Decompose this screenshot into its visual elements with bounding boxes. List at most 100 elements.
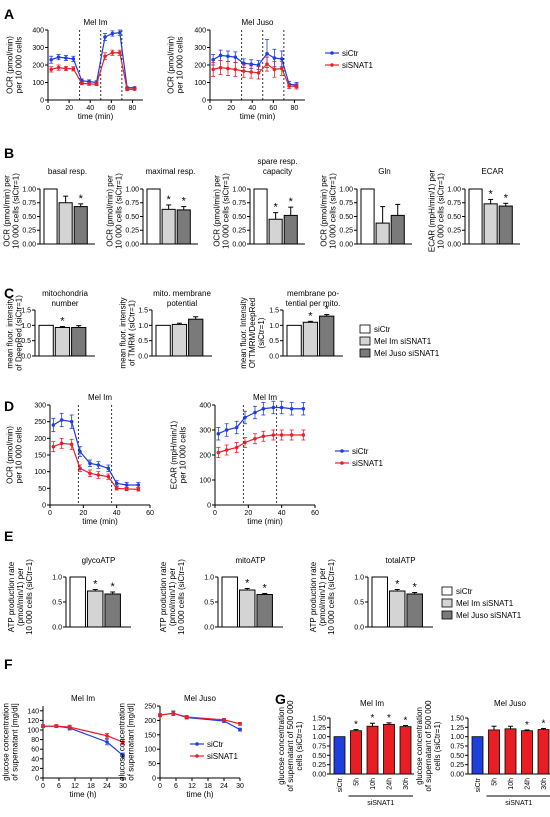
bar [483, 203, 498, 245]
x-axis-label: time (min) [82, 517, 118, 526]
panel-label-g: G [275, 691, 286, 707]
data-point [279, 433, 284, 437]
legend: siCtr siSNAT1 [325, 49, 374, 70]
x-tick-label: 0 [208, 105, 212, 112]
bar [104, 593, 121, 628]
bar [399, 726, 412, 775]
significance-star: * [371, 713, 375, 724]
bar [268, 218, 283, 245]
data-point [249, 62, 253, 66]
legend-swatch [441, 598, 453, 608]
significance-star: * [542, 718, 546, 729]
legend-label: Mel Im siSNAT1 [374, 337, 432, 346]
significance-star: * [489, 188, 494, 200]
y-tick-label: 0.50 [450, 753, 464, 760]
chart-b1: 0.00 0.25 0.50 0.75 1.00 * basal resp. [22, 167, 95, 248]
series-sisnat1 [211, 56, 299, 90]
x-tick-label: 60 [311, 510, 319, 517]
y-axis-label: 10 000 cells (siCtr=1) [328, 173, 337, 249]
legend-label: siCtr [342, 49, 359, 58]
bar [383, 723, 395, 775]
x-tick-label: 20 [65, 105, 73, 112]
data-point [222, 718, 226, 722]
legend-marker [340, 461, 344, 465]
data-point [171, 711, 176, 715]
y-tick-label: 140 [27, 708, 39, 715]
chart-title: Mel Im [360, 699, 384, 708]
y-tick-label: 300 [194, 45, 206, 52]
y-tick-label: 200 [32, 62, 44, 69]
y-tick-label: 400 [32, 27, 44, 34]
bar [238, 589, 256, 628]
bar [253, 188, 268, 245]
y-axis-label: of supernatant of 500 000 [424, 700, 433, 792]
y-tick-label: 300 [34, 402, 46, 409]
data-point [211, 67, 215, 72]
data-point [87, 82, 91, 86]
x-axis-label: time (min) [78, 112, 114, 121]
panel-label-f: F [4, 656, 13, 672]
x-tick-label: 20 [227, 105, 235, 112]
panel-label-d: D [4, 398, 14, 414]
bar [537, 729, 550, 775]
data-point [271, 433, 276, 437]
bar [221, 576, 238, 628]
x-tick-label: 12 [188, 783, 196, 790]
y-tick-label: 0.75 [450, 744, 464, 751]
data-point [117, 30, 122, 35]
data-point [59, 418, 64, 422]
significance-star: * [387, 713, 391, 724]
legend: siCtr siSNAT1 [335, 447, 384, 468]
bar [350, 730, 362, 775]
data-point [226, 54, 230, 59]
y-tick-label: 250 [34, 419, 46, 426]
y-tick-label: 0 [35, 775, 39, 782]
data-point [279, 57, 284, 61]
category-label: 30h [541, 778, 548, 790]
series-sictr [41, 724, 125, 759]
legend-label: siSNAT1 [342, 61, 374, 70]
legend-marker [195, 742, 199, 746]
data-point [103, 35, 107, 39]
x-tick-label: 18 [87, 783, 95, 790]
x-tick-label: 24 [103, 783, 111, 790]
y-tick-label: 1.00 [232, 186, 246, 193]
series-line [218, 434, 304, 454]
series-line [43, 725, 124, 743]
y-tick-label: 60 [31, 747, 39, 754]
x-tick-label: 20 [244, 510, 252, 517]
y-tick-label: 0.00 [125, 241, 139, 248]
legend-label: Mel Juso siSNAT1 [456, 611, 522, 620]
y-axis-label: of supernatant [mg/dl] [10, 703, 19, 780]
significance-star: * [93, 579, 98, 591]
y-tick-label: 100 [27, 727, 39, 734]
y-axis-label: ATP production rate [7, 561, 16, 632]
bar [171, 323, 188, 357]
chart-a1: 0 100 200 300 400 0 20 40 60 80 time (min) Mel Im [32, 18, 143, 121]
bar [371, 576, 388, 628]
y-tick-label: 1.50 [450, 716, 464, 723]
data-point [71, 67, 76, 71]
significance-star: * [413, 582, 418, 594]
y-axis-label: 10 000 cells (siCtr=1) [177, 559, 186, 635]
significance-star: * [395, 579, 400, 591]
x-tick-label: 80 [291, 105, 299, 112]
chart-e2: 0.0 0.5 1.0 * * mitoATP [204, 556, 283, 631]
category-label: 24h [525, 778, 532, 790]
data-point [226, 66, 230, 71]
series-sictr [51, 412, 141, 489]
significance-star: * [354, 720, 358, 731]
x-axis-label: time (min) [240, 112, 276, 121]
legend: siCtr Mel Im siSNAT1 Mel Juso siSNAT1 [441, 586, 522, 620]
data-point [233, 55, 238, 59]
chart-g1: 0.00 0.25 0.50 0.75 1.00 1.25 1.50 siCtr * 5h * 10h… [312, 699, 414, 807]
data-point [272, 67, 277, 72]
y-axis-label: per 10 000 cells [14, 427, 23, 483]
y-tick-label: 1.0 [21, 323, 31, 330]
y-axis-label: 10 000 cells (siCtr=1) [11, 173, 20, 249]
data-point [96, 463, 101, 467]
y-tick-label: 0.00 [447, 241, 461, 248]
legend-label: siCtr [374, 325, 391, 334]
y-axis-label: per 10 000 cells [178, 427, 187, 483]
